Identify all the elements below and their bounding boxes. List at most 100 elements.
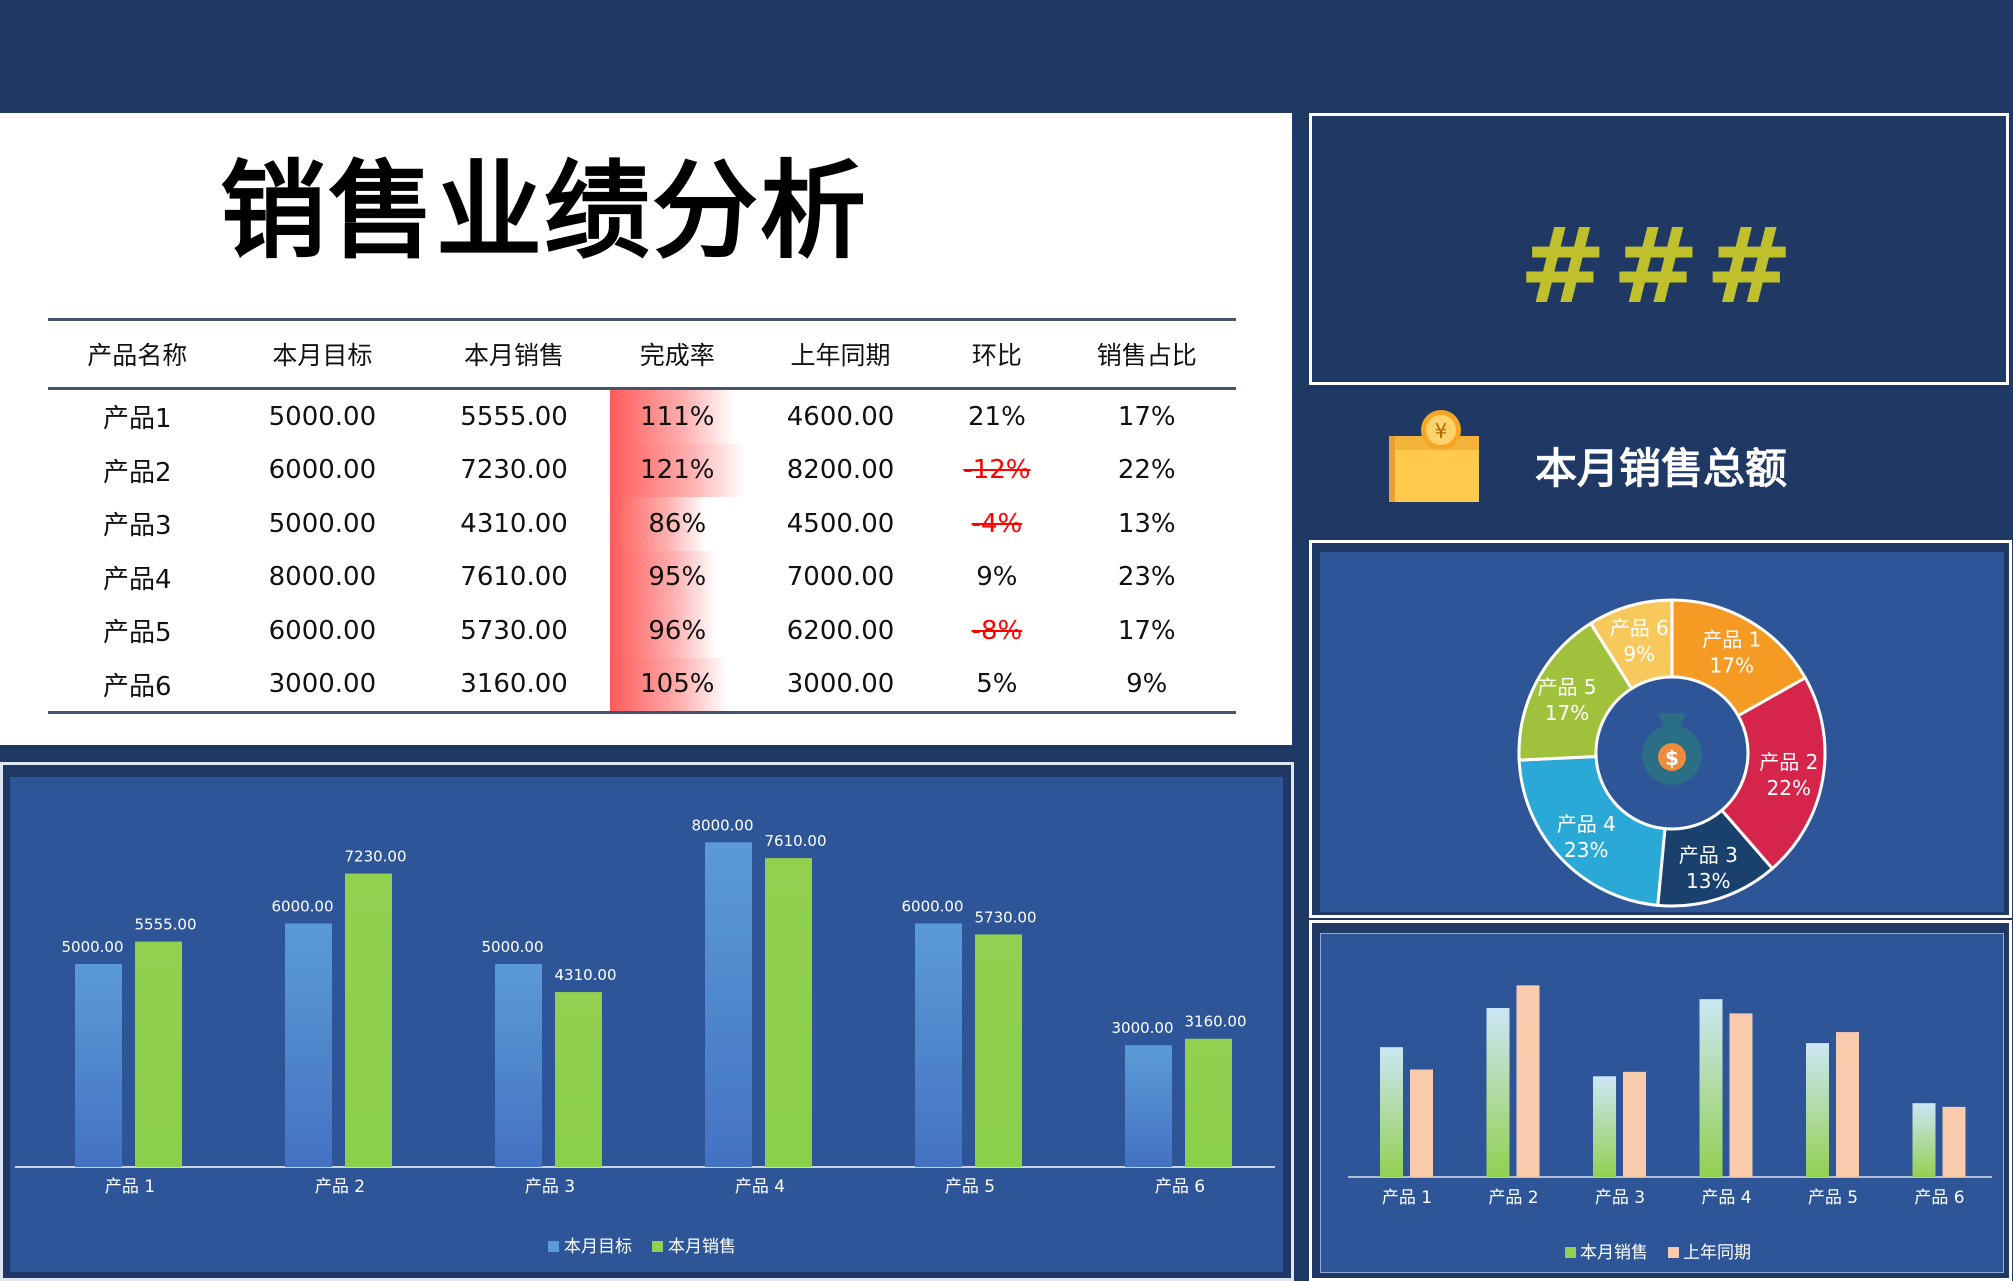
- legend-swatch: [1668, 1247, 1679, 1258]
- table-cell: 8200.00: [786, 455, 895, 486]
- table-cell: 产品2: [102, 457, 172, 488]
- data-label: 5555.00: [134, 916, 196, 934]
- table-cell: 17%: [1117, 401, 1176, 432]
- table-cell: 21%: [968, 401, 1026, 432]
- table-cell: 5000.00: [268, 401, 377, 432]
- bar-sales: [1699, 999, 1723, 1177]
- table-cell: 7610.00: [460, 562, 568, 593]
- slice-label: 产品 1: [1702, 628, 1761, 652]
- bar-last-year: [1942, 1106, 1966, 1177]
- bar-last-year: [1729, 1013, 1753, 1177]
- table-cell: 产品1: [102, 404, 172, 435]
- data-label: 7230.00: [344, 848, 406, 866]
- table-cell: 3000.00: [744, 657, 937, 714]
- slice-value: 13%: [1686, 869, 1730, 893]
- bar-sales: [765, 858, 812, 1167]
- bar-target: [1125, 1045, 1172, 1167]
- money-bag-icon: $: [1642, 713, 1702, 785]
- bar-last-year: [1516, 985, 1540, 1177]
- data-label: 5730.00: [974, 908, 1036, 926]
- bar-target: [495, 964, 542, 1167]
- table-cell: 121%: [609, 443, 745, 497]
- table-cell: 23%: [1117, 562, 1176, 593]
- table-cell: -4%: [971, 508, 1023, 539]
- table-cell: 9%: [976, 562, 1018, 593]
- x-tick-label: 产品 5: [945, 1177, 995, 1197]
- total-sales-label: 本月销售总额: [1535, 444, 1788, 493]
- x-tick-label: 产品 2: [315, 1177, 365, 1197]
- table-cell: 6000.00: [268, 455, 377, 486]
- x-tick-label: 产品 6: [1155, 1177, 1205, 1197]
- sales-share-donut-chart: 产品 117%产品 222%产品 313%产品 423%产品 517%产品 69…: [1517, 598, 1827, 908]
- slice-value: 17%: [1710, 654, 1754, 678]
- bar-sales: [975, 934, 1022, 1167]
- table-row: 产品3 5000.00 4310.00 86% 4500.00 -4% 13%: [48, 497, 1236, 551]
- money-box-icon: ¥: [1389, 410, 1479, 502]
- target-vs-sales-panel: [10, 777, 1283, 1272]
- bar-target: [285, 923, 332, 1167]
- slice-label: 产品 4: [1557, 812, 1616, 836]
- bar-sales: [135, 941, 182, 1167]
- bar-target: [75, 964, 122, 1167]
- bar-sales: [1806, 1043, 1829, 1177]
- slice-value: 22%: [1767, 776, 1811, 800]
- slice-label: 产品 5: [1537, 675, 1596, 699]
- x-tick-label: 产品 3: [1595, 1188, 1645, 1208]
- x-tick-label: 产品 4: [1701, 1188, 1751, 1208]
- table-cell: 17%: [1117, 615, 1176, 646]
- table-cell: 5000.00: [268, 508, 377, 539]
- table-cell: 5730.00: [460, 615, 568, 646]
- sales-table: 产品名称 本月目标 本月销售 完成率 上年同期 环比 销售占比 产品1 5000.…: [48, 318, 1236, 714]
- table-cell: 产品3: [102, 511, 172, 542]
- table-cell: 86%: [609, 497, 745, 551]
- data-label: 3160.00: [1184, 1013, 1246, 1031]
- table-cell: -12%: [963, 455, 1031, 486]
- table-cell: 产品4: [102, 564, 172, 595]
- legend-label: 上年同期: [1683, 1243, 1751, 1263]
- table-row: 产品4 8000.00 7610.00 95% 7000.00 9% 23%: [48, 550, 1236, 604]
- x-tick-label: 产品 1: [105, 1177, 155, 1197]
- column-header: 完成率: [609, 318, 745, 390]
- bar-last-year: [1836, 1032, 1859, 1177]
- data-label: 5000.00: [481, 938, 543, 956]
- legend-swatch: [548, 1241, 559, 1252]
- table-row: 产品1 5000.00 5555.00 111% 4600.00 21% 17%: [48, 388, 1236, 444]
- slice-value: 9%: [1623, 642, 1655, 666]
- table-cell: 4500.00: [786, 508, 895, 539]
- page-title: 销售业绩分析: [220, 150, 868, 273]
- column-header: 上年同期: [744, 318, 937, 390]
- table-cell: 96%: [609, 604, 745, 658]
- x-tick-label: 产品 4: [735, 1177, 785, 1197]
- legend-label: 本月目标: [564, 1237, 632, 1257]
- slice-label: 产品 3: [1679, 843, 1738, 867]
- slice-label: 产品 6: [1610, 616, 1669, 640]
- bar-sales: [555, 992, 602, 1167]
- slice-value: 17%: [1545, 701, 1589, 725]
- x-tick-label: 产品 2: [1488, 1188, 1538, 1208]
- bar-last-year: [1410, 1069, 1433, 1177]
- total-sales-value: ###: [1519, 205, 1799, 327]
- data-label: 4310.00: [554, 966, 616, 984]
- data-label: 6000.00: [901, 897, 963, 915]
- bar-sales: [1185, 1038, 1232, 1167]
- bar-sales: [1380, 1047, 1403, 1177]
- bar-target: [915, 923, 962, 1167]
- data-label: 3000.00: [1111, 1019, 1173, 1037]
- x-tick-label: 产品 6: [1914, 1188, 1964, 1208]
- total-sales-box: [1309, 113, 2009, 385]
- x-tick-label: 产品 5: [1808, 1188, 1858, 1208]
- sales-vs-lastyear-chart: 产品 1 产品 2 产品 3 产品 4 产品 5 产品 6 本月销售 上年同期: [1348, 985, 1992, 1263]
- svg-text:¥: ¥: [1435, 419, 1448, 443]
- table-cell: 6200.00: [786, 615, 895, 646]
- table-cell: 4600.00: [786, 401, 895, 432]
- column-header: 本月销售: [418, 318, 610, 390]
- slice-value: 23%: [1564, 838, 1608, 862]
- donut-slice: [1719, 675, 1827, 871]
- table-cell: 3160.00: [418, 657, 610, 714]
- data-label: 8000.00: [691, 816, 753, 834]
- top-banner: [0, 0, 2013, 113]
- table-row: 产品5 6000.00 5730.00 96% 6200.00 -8% 17%: [48, 604, 1236, 658]
- table-cell: 7000.00: [786, 562, 895, 593]
- table-row: 产品6 3000.00 3160.00 105% 3000.00 5% 9%: [48, 657, 1236, 714]
- table-cell: 111%: [609, 388, 745, 444]
